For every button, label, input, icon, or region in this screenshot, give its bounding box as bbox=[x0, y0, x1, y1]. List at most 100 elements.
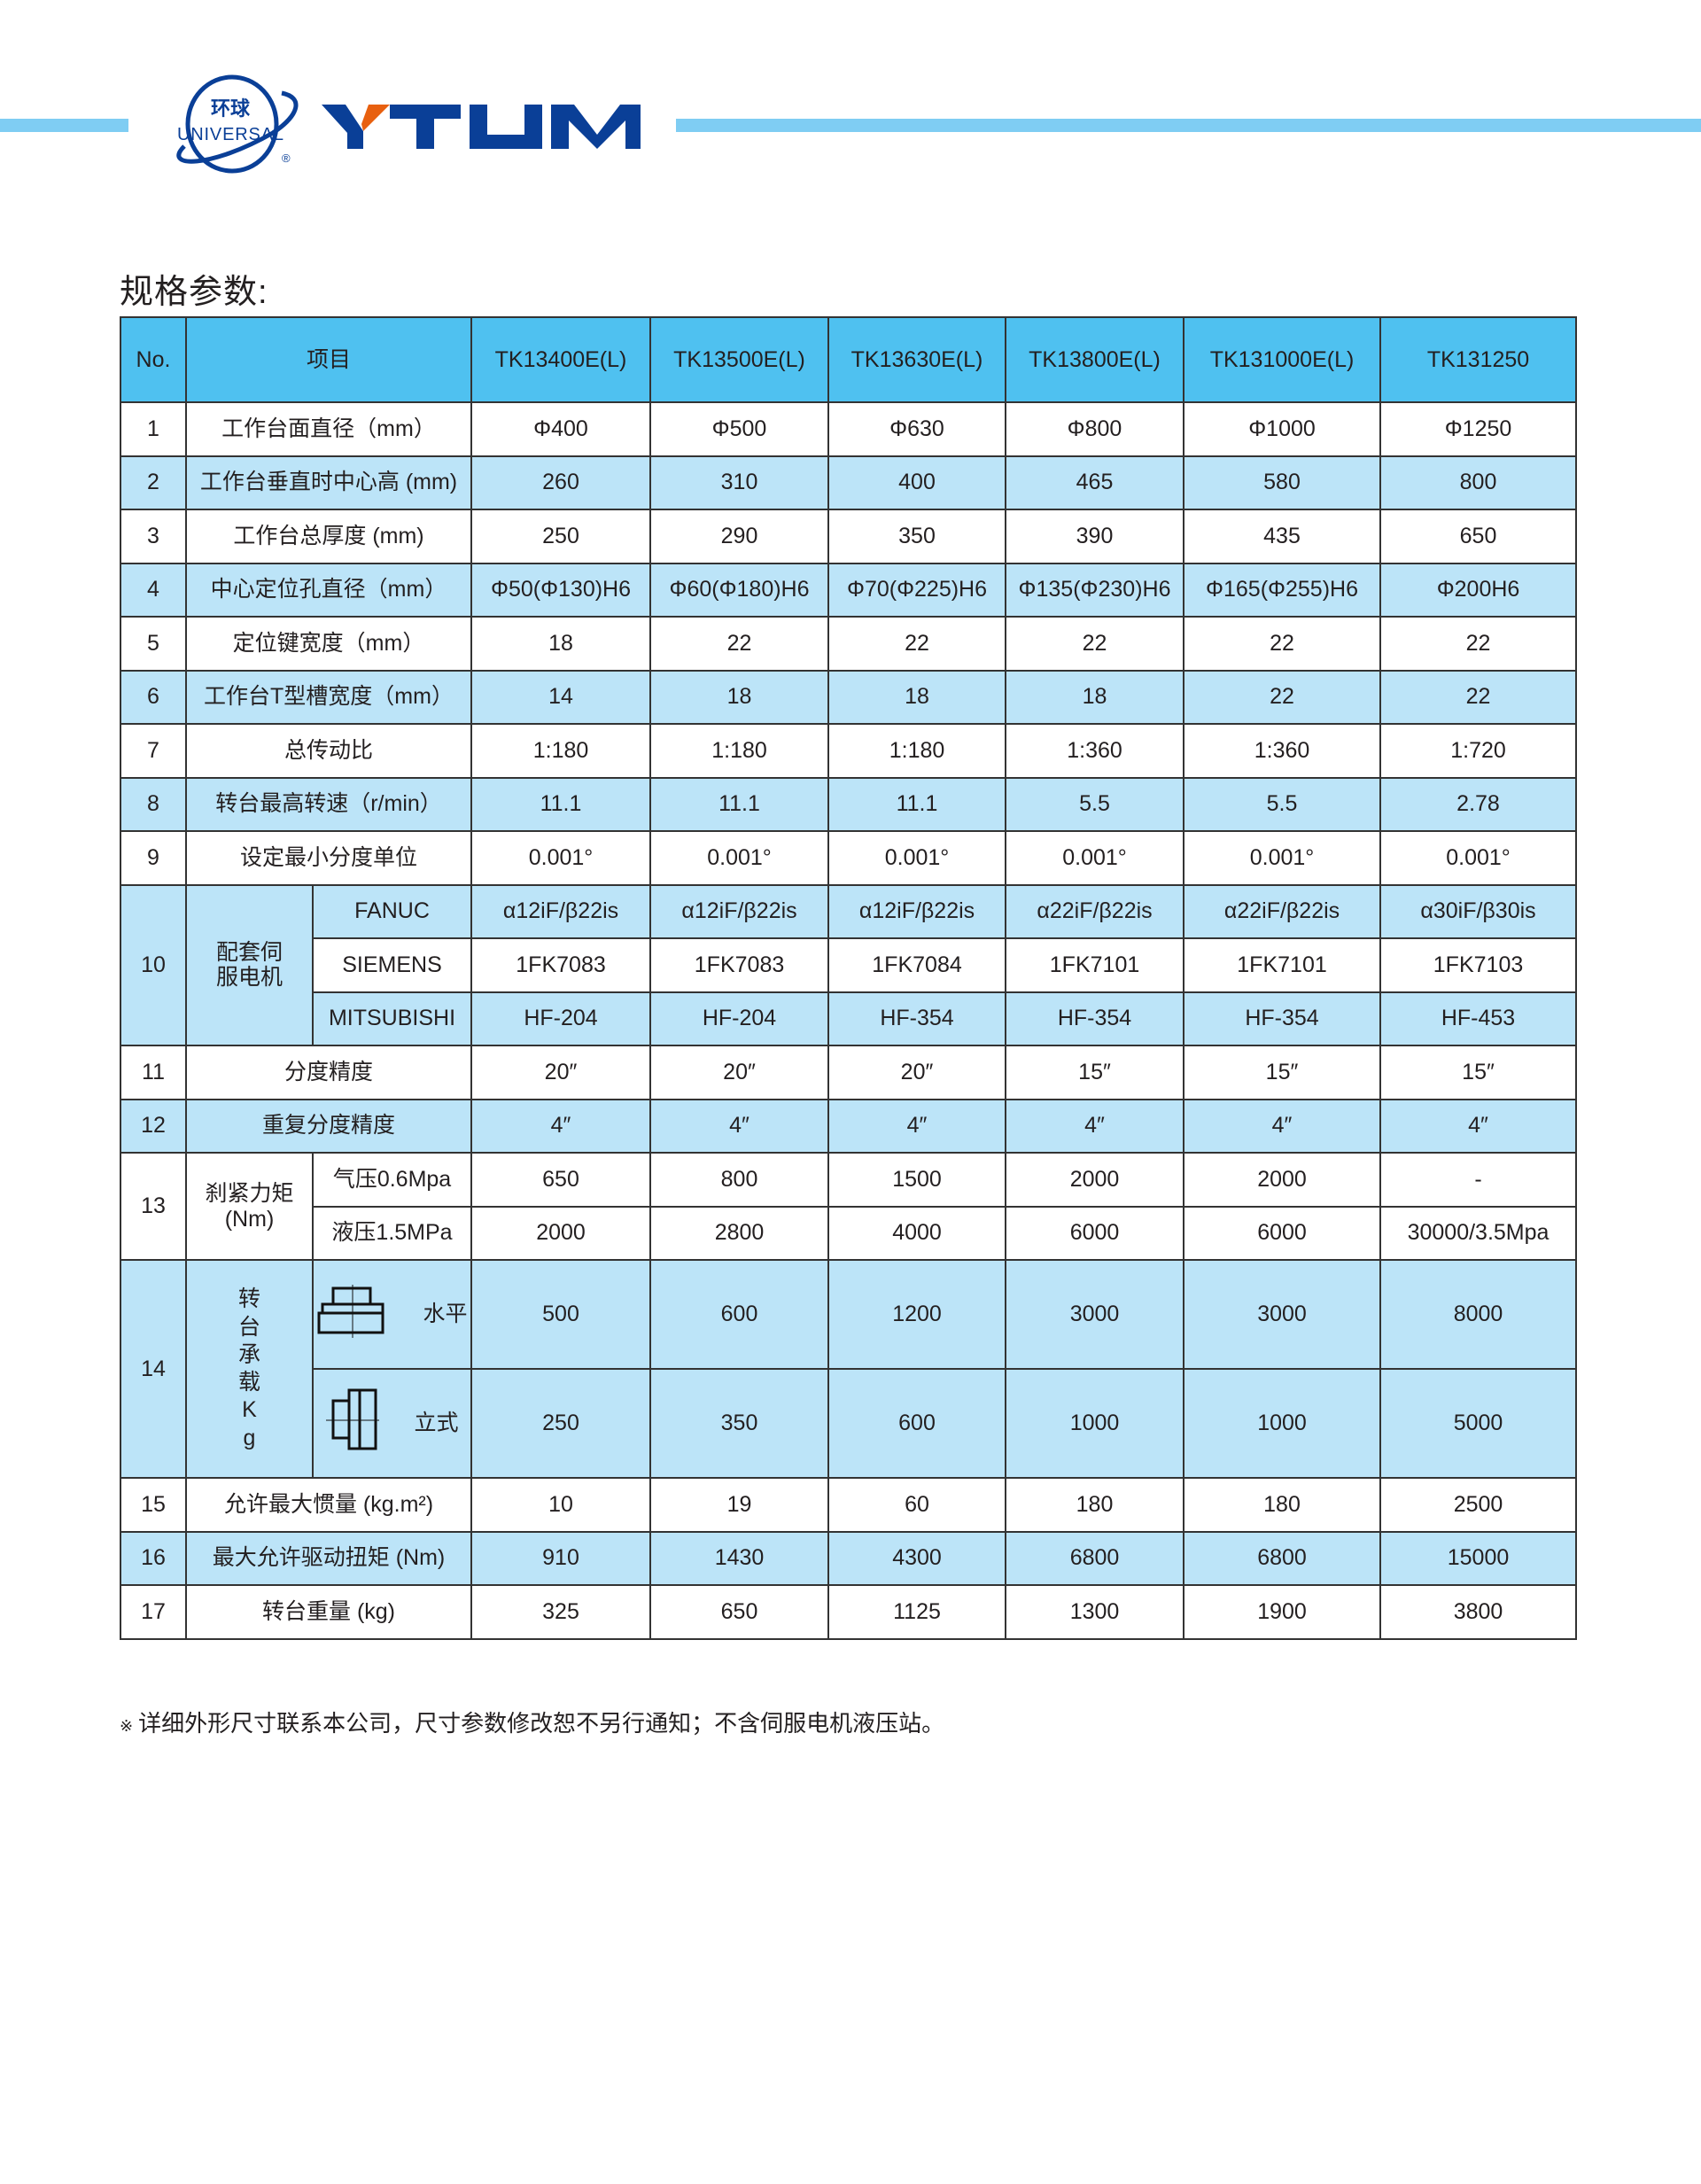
value-cell: Φ500 bbox=[649, 401, 830, 457]
value-cell: 20″ bbox=[649, 1045, 830, 1100]
value-cell: 1:360 bbox=[1183, 723, 1382, 779]
row-number: 15 bbox=[120, 1477, 187, 1533]
value-cell: 22 bbox=[827, 616, 1007, 672]
value-cell: Φ135(Φ230)H6 bbox=[1005, 562, 1185, 618]
value-cell: 18 bbox=[827, 669, 1007, 725]
row-item: 设定最小分度单位 bbox=[184, 830, 473, 886]
value-cell: 1125 bbox=[827, 1584, 1007, 1640]
table-row: 8 转台最高转速（r/min） 11.1 11.1 11.1 5.5 5.5 2.78 bbox=[120, 776, 1578, 832]
value-cell: 6800 bbox=[1005, 1530, 1185, 1586]
value-cell: 800 bbox=[649, 1152, 830, 1208]
value-cell: 2800 bbox=[649, 1205, 830, 1261]
value-cell: Φ630 bbox=[827, 401, 1007, 457]
value-cell: 500 bbox=[470, 1259, 652, 1370]
row-number: 7 bbox=[120, 723, 187, 779]
value-cell: 1200 bbox=[827, 1259, 1007, 1370]
row-number: 2 bbox=[120, 455, 187, 510]
value-cell: 800 bbox=[1379, 455, 1578, 510]
value-cell: 390 bbox=[1005, 509, 1185, 564]
value-cell: 4″ bbox=[827, 1098, 1007, 1154]
value-cell: 15000 bbox=[1379, 1530, 1578, 1586]
value-cell: 0.001° bbox=[1005, 830, 1185, 886]
value-cell: 290 bbox=[649, 509, 830, 564]
value-cell: 8000 bbox=[1379, 1259, 1578, 1370]
value-cell: 20″ bbox=[470, 1045, 652, 1100]
table-row: 7 总传动比 1:180 1:180 1:180 1:360 1:360 1:720 bbox=[120, 723, 1578, 779]
table-row: 15 允许最大惯量 (kg.m²) 10 19 60 180 180 2500 bbox=[120, 1477, 1578, 1533]
subrow-label-text: 水平 bbox=[423, 1302, 468, 1327]
value-cell: 11.1 bbox=[649, 776, 830, 832]
row-item: 定位键宽度（mm） bbox=[184, 616, 473, 672]
table-row: 5 定位键宽度（mm） 18 22 22 22 22 22 bbox=[120, 616, 1578, 672]
subrow-label: MITSUBISHI bbox=[311, 991, 473, 1046]
table-subrow: MITSUBISHI HF-204 HF-204 HF-354 HF-354 HF-354… bbox=[120, 991, 1578, 1046]
value-cell: 650 bbox=[649, 1584, 830, 1640]
company-logo: 环球 UNIVERSAL ® bbox=[176, 74, 641, 174]
value-cell: 22 bbox=[1379, 669, 1578, 725]
value-cell: 1FK7083 bbox=[649, 937, 830, 993]
table-row: 12 重复分度精度 4″ 4″ 4″ 4″ 4″ 4″ bbox=[120, 1098, 1578, 1154]
value-cell: HF-204 bbox=[470, 991, 652, 1046]
row-number: 1 bbox=[120, 401, 187, 457]
value-cell: 19 bbox=[649, 1477, 830, 1533]
header-bar-left bbox=[0, 119, 128, 132]
value-cell: 22 bbox=[1005, 616, 1185, 672]
value-cell: 1FK7083 bbox=[470, 937, 652, 993]
value-cell: Φ70(Φ225)H6 bbox=[827, 562, 1007, 618]
value-cell: 465 bbox=[1005, 455, 1185, 510]
note-text: 详细外形尺寸联系本公司，尺寸参数修改恕不另行通知；不含伺服电机液压站。 bbox=[138, 1710, 945, 1737]
value-cell: 20″ bbox=[827, 1045, 1007, 1100]
table-header-row: No. 项目 TK13400E(L) TK13500E(L) TK13630E(L) TK… bbox=[120, 316, 1578, 403]
value-cell: 1FK7103 bbox=[1379, 937, 1578, 993]
value-cell: 4″ bbox=[1005, 1098, 1185, 1154]
row-item: 转台重量 (kg) bbox=[184, 1584, 473, 1640]
row-number: 14 bbox=[120, 1259, 187, 1479]
column-header: 项目 bbox=[184, 316, 473, 403]
footnote: ※ 详细外形尺寸联系本公司，尺寸参数修改恕不另行通知；不含伺服电机液压站。 bbox=[120, 1706, 944, 1738]
value-cell: 2000 bbox=[1005, 1152, 1185, 1208]
value-cell: Φ50(Φ130)H6 bbox=[470, 562, 652, 618]
value-cell: α12iF/β22is bbox=[827, 883, 1007, 939]
value-cell: 4″ bbox=[1183, 1098, 1382, 1154]
page-title: 规格参数: bbox=[120, 274, 268, 311]
value-cell: 650 bbox=[1379, 509, 1578, 564]
value-cell: 910 bbox=[470, 1530, 652, 1586]
row-number: 17 bbox=[120, 1584, 187, 1640]
value-cell: 22 bbox=[1379, 616, 1578, 672]
table-row: 9 设定最小分度单位 0.001° 0.001° 0.001° 0.001° 0.001° 0… bbox=[120, 830, 1578, 886]
table-row: 16 最大允许驱动扭矩 (Nm) 910 1430 4300 6800 6800 15000 bbox=[120, 1530, 1578, 1586]
row-item: 工作台面直径（mm） bbox=[184, 401, 473, 457]
table-subrow: 14 转台承载Kg 水平 500 600 1200 3000 3000 8000 bbox=[120, 1259, 1578, 1479]
value-cell: 325 bbox=[470, 1584, 652, 1640]
column-header: TK131000E(L) bbox=[1183, 316, 1382, 403]
value-cell: 18 bbox=[649, 669, 830, 725]
value-cell: Φ400 bbox=[470, 401, 652, 457]
subrow-label: 液压1.5MPa bbox=[311, 1205, 473, 1261]
value-cell: 310 bbox=[649, 455, 830, 510]
value-cell: 350 bbox=[827, 509, 1007, 564]
value-cell: 0.001° bbox=[1379, 830, 1578, 886]
value-cell: 22 bbox=[1183, 669, 1382, 725]
table-row: 17 转台重量 (kg) 325 650 1125 1300 1900 3800 bbox=[120, 1584, 1578, 1640]
value-cell: 600 bbox=[827, 1368, 1007, 1479]
row-item: 转台最高转速（r/min） bbox=[184, 776, 473, 832]
table-row: 2 工作台垂直时中心高 (mm) 260 310 400 465 580 800 bbox=[120, 455, 1578, 510]
value-cell: 1500 bbox=[827, 1152, 1007, 1208]
row-item: 转台承载Kg bbox=[185, 1259, 314, 1479]
row-item: 刹紧力矩 (Nm) bbox=[185, 1152, 314, 1261]
row-item: 重复分度精度 bbox=[184, 1098, 473, 1154]
value-cell: 5000 bbox=[1379, 1368, 1578, 1479]
table-row: 11 分度精度 20″ 20″ 20″ 15″ 15″ 15″ bbox=[120, 1045, 1578, 1100]
subrow-label: 水平 bbox=[311, 1259, 473, 1370]
value-cell: 180 bbox=[1005, 1477, 1185, 1533]
subrow-label: SIEMENS bbox=[311, 937, 473, 993]
table-row: 3 工作台总厚度 (mm) 250 290 350 390 435 650 bbox=[120, 509, 1578, 564]
value-cell: 30000/3.5Mpa bbox=[1379, 1205, 1578, 1261]
value-cell: 1:180 bbox=[470, 723, 652, 779]
value-cell: 1:720 bbox=[1379, 723, 1578, 779]
value-cell: 3000 bbox=[1005, 1259, 1185, 1370]
row-number: 12 bbox=[120, 1098, 187, 1154]
value-cell: 400 bbox=[827, 455, 1007, 510]
value-cell: 1FK7101 bbox=[1183, 937, 1382, 993]
value-cell: 22 bbox=[649, 616, 830, 672]
